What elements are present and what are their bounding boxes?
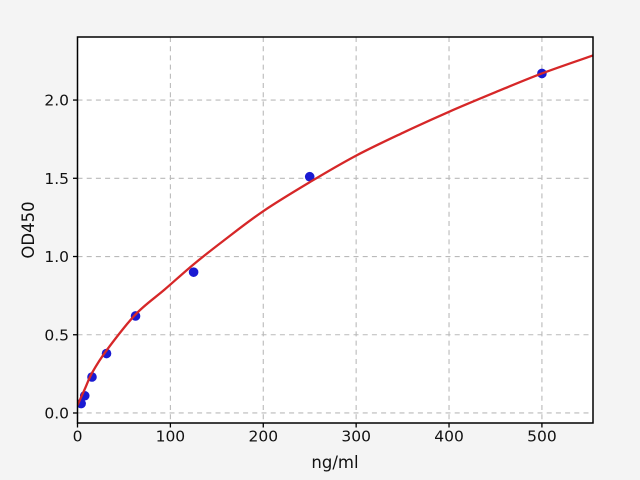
x-tick-label: 400 (434, 428, 464, 446)
data-point (101, 348, 112, 359)
grid-lines (76, 37, 593, 423)
x-tick-label: 100 (156, 428, 186, 446)
x-tick-label: 300 (341, 428, 371, 446)
data-point (304, 171, 315, 182)
plot-area (77, 37, 593, 423)
y-tick-label: 1.5 (44, 170, 69, 188)
x-tick-label: 200 (248, 428, 278, 446)
plot-background (77, 37, 593, 423)
y-tick-label: 2.0 (44, 92, 69, 110)
fit-curve (77, 54, 593, 407)
data-layer (77, 54, 593, 409)
x-tick-label: 500 (527, 428, 557, 446)
y-tick-label: 1.0 (44, 248, 69, 266)
axes-frame (76, 36, 594, 424)
x-tick-label: 0 (73, 428, 83, 446)
y-axis-label: OD450 (19, 201, 38, 258)
y-tick-label: 0.0 (44, 404, 69, 422)
plot-spines (76, 36, 594, 424)
data-point (188, 267, 199, 277)
y-tick-label: 0.5 (44, 326, 69, 344)
x-axis-label: ng/ml (311, 453, 358, 472)
tick-marks-and-labels: 0 100 200 300 400 500 0.0 0.5 1.0 1.5 2.0 (44, 92, 556, 446)
